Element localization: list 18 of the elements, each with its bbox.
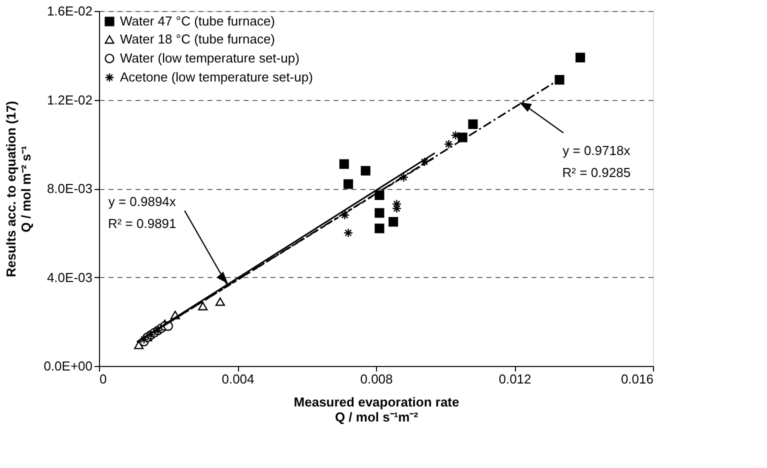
y-tick-label: 1.6E-02 [46, 4, 92, 18]
y-tick-label: 4.0E-03 [46, 270, 92, 285]
x-tick-label: 0.008 [360, 372, 393, 386]
x-tick-label: 0.012 [498, 372, 532, 386]
legend-label: Water 47 °C (tube furnace) [120, 14, 276, 28]
x-tick-label: 0.004 [222, 372, 254, 386]
x-tick-label: 0.016 [620, 372, 654, 386]
x-axis-title: Measured evaporation rate Q / mol s⁻¹m⁻² [294, 394, 460, 424]
x-tick-label: 0 [100, 372, 107, 386]
annotation: y = 0.9894x R² = 0.9891 [108, 194, 176, 231]
annotation: y = 0.9718x R² = 0.9285 [562, 142, 631, 180]
legend-label: Acetone (low temperature set-up) [120, 70, 313, 84]
y-tick-label: 1.2E-02 [46, 92, 92, 108]
legend-label: Water 18 °C (tube furnace) [120, 32, 276, 46]
y-tick-label: 8.0E-03 [46, 181, 92, 196]
y-axis-title: Results acc. to equation (17) Q / mol m⁻² s⁻¹ [4, 100, 34, 278]
y-tick-label: 0.0E+00 [44, 358, 92, 374]
legend-label: Water (low temperature set-up) [120, 50, 300, 66]
